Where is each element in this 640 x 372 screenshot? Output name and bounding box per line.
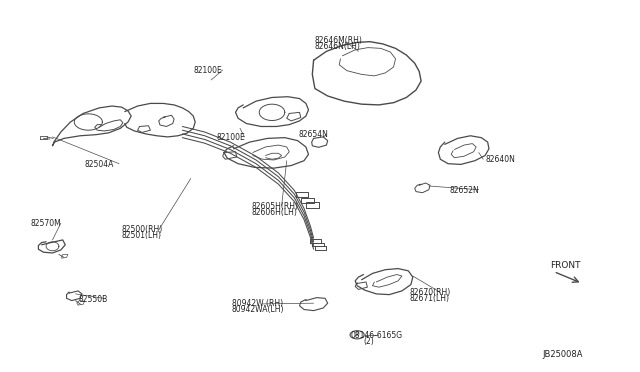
Text: 82100E: 82100E [194, 66, 223, 75]
Text: 08146-6165G: 08146-6165G [351, 331, 403, 340]
Text: 82570M: 82570M [30, 219, 61, 228]
Text: 82646N(LH): 82646N(LH) [315, 42, 361, 51]
Text: 82100E: 82100E [216, 133, 245, 142]
Text: FRONT: FRONT [550, 262, 581, 270]
Text: 82504A: 82504A [84, 160, 114, 169]
Text: 82605H(RH): 82605H(RH) [252, 202, 298, 211]
Text: ①: ① [355, 332, 360, 337]
Text: 82606H(LH): 82606H(LH) [252, 208, 298, 217]
Text: 82500(RH): 82500(RH) [122, 225, 163, 234]
Text: JB25008A: JB25008A [543, 350, 583, 359]
Text: 82652N: 82652N [450, 186, 479, 195]
Text: 82670(RH): 82670(RH) [410, 288, 451, 297]
Text: (2): (2) [364, 337, 374, 346]
Text: 82671(LH): 82671(LH) [410, 294, 450, 303]
Text: 82640N: 82640N [485, 155, 515, 164]
Text: 82550B: 82550B [78, 295, 108, 304]
Text: 82654N: 82654N [299, 130, 329, 139]
Text: 80942WA(LH): 80942WA(LH) [232, 305, 284, 314]
Text: 82501(LH): 82501(LH) [122, 231, 161, 240]
Text: 80942W (RH): 80942W (RH) [232, 299, 283, 308]
Text: 82646M(RH): 82646M(RH) [315, 36, 363, 45]
